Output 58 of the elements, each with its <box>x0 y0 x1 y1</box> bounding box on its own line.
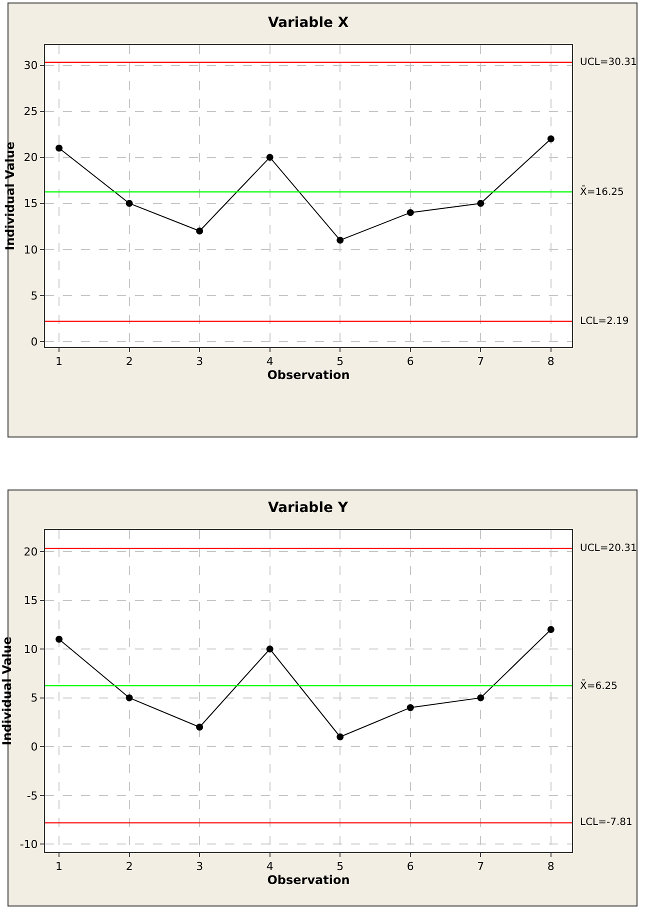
y-tick-label: 0 <box>30 740 38 754</box>
y-tick-label: 30 <box>24 59 38 72</box>
point <box>477 694 484 702</box>
x-tick-label: 3 <box>196 860 204 874</box>
point <box>56 636 63 643</box>
x-tick-label: 8 <box>547 355 554 368</box>
point <box>196 724 204 731</box>
x-tick-label: 5 <box>336 355 344 368</box>
x-tick-label: 2 <box>126 860 133 874</box>
point <box>126 200 133 207</box>
point <box>126 694 133 702</box>
point <box>547 135 554 142</box>
ref-line-label: UCL=20.31 <box>580 543 637 554</box>
x-tick-label: 1 <box>56 860 63 874</box>
y-tick-label: 0 <box>30 335 38 348</box>
point <box>266 646 274 653</box>
y-axis-title: Individual Value <box>0 636 14 746</box>
y-tick-label: 20 <box>24 151 38 164</box>
x-tick-label: 2 <box>126 355 133 368</box>
point <box>336 733 344 740</box>
x-tick-label: 8 <box>547 860 554 874</box>
ref-line-label: LCL=-7.81 <box>580 817 632 828</box>
y-tick-label: 15 <box>24 594 38 608</box>
x-tick-label: 3 <box>196 355 204 368</box>
point <box>477 200 484 207</box>
x-tick-label: 7 <box>477 860 484 874</box>
x-tick-label: 4 <box>266 355 274 368</box>
ref-line-label: UCL=30.31 <box>580 57 637 68</box>
y-tick-label: -10 <box>20 838 38 852</box>
point <box>547 626 554 634</box>
point <box>406 704 414 712</box>
chart-title: Variable X <box>268 15 349 31</box>
chart-title: Variable Y <box>268 500 349 516</box>
point <box>56 144 63 152</box>
point <box>196 227 204 234</box>
x-tick-label: 6 <box>406 860 414 874</box>
y-axis-title: Individual Value <box>3 142 18 250</box>
ref-line-label: X̄=16.25 <box>580 185 624 198</box>
ref-line-label: X̄=6.25 <box>580 679 618 692</box>
x-tick-label: 4 <box>266 860 274 874</box>
y-tick-label: 10 <box>24 642 38 656</box>
x-tick-label: 1 <box>56 355 63 368</box>
y-tick-label: 5 <box>30 692 38 705</box>
x-tick-label: 7 <box>477 355 484 368</box>
x-tick-label: 6 <box>406 355 414 368</box>
y-tick-label: -5 <box>26 789 38 802</box>
x-axis-title: Observation <box>267 873 350 888</box>
point <box>266 154 274 161</box>
y-tick-label: 15 <box>24 197 38 210</box>
ref-line-label: LCL=2.19 <box>580 316 629 327</box>
x-tick-label: 5 <box>336 860 344 874</box>
y-tick-label: 10 <box>24 243 38 256</box>
y-tick-label: 20 <box>24 545 38 558</box>
point <box>406 209 414 216</box>
point <box>336 236 344 244</box>
y-tick-label: 25 <box>24 105 38 118</box>
x-axis-title: Observation <box>267 368 350 382</box>
y-tick-label: 5 <box>30 289 38 302</box>
